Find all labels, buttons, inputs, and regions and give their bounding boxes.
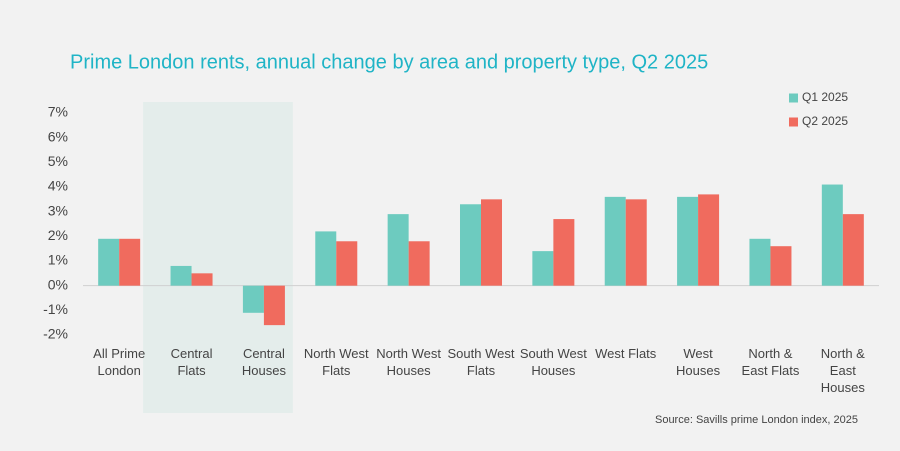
- bar: [842, 214, 864, 286]
- bar: [170, 265, 192, 286]
- y-tick-label: 1%: [48, 252, 68, 268]
- bar: [677, 196, 699, 286]
- legend-label: Q2 2025: [802, 114, 848, 128]
- y-tick-label: 7%: [48, 104, 68, 120]
- legend-swatch: [789, 117, 798, 127]
- bar: [191, 273, 213, 286]
- bar: [749, 238, 771, 286]
- legend-label: Q1 2025: [802, 90, 848, 104]
- x-tick-label: West Flats: [595, 346, 657, 361]
- y-tick-label: 6%: [48, 128, 68, 144]
- x-tick-label: North West Houses: [376, 346, 442, 378]
- bar: [625, 199, 647, 286]
- source-note: Source: Savills prime London index, 2025: [655, 414, 858, 426]
- bar: [460, 204, 481, 286]
- chart-title: Prime London rents, annual change by are…: [70, 51, 708, 73]
- bar: [315, 231, 337, 286]
- bar: [119, 238, 141, 286]
- bar: [408, 241, 430, 286]
- x-tick-label: Central Houses: [241, 346, 286, 378]
- bar: [336, 241, 358, 286]
- bar: [532, 251, 554, 286]
- bar: [387, 214, 409, 286]
- bar: [263, 285, 285, 326]
- legend-swatch: [789, 93, 798, 103]
- x-tick-label: North West Flats: [303, 346, 369, 378]
- x-tick-label: All Prime London: [93, 346, 146, 378]
- y-tick-label: -2%: [43, 326, 68, 342]
- y-tick-label: 0%: [48, 276, 68, 292]
- bar: [481, 199, 502, 286]
- bar: [242, 285, 264, 313]
- x-tick-label: North & East Houses: [820, 346, 865, 395]
- y-tick-label: 2%: [48, 227, 68, 243]
- x-tick-label: North & East Flats: [741, 346, 800, 378]
- y-tick-label: 4%: [48, 178, 68, 194]
- highlight-band: [143, 102, 293, 413]
- x-tick-label: South West Houses: [519, 346, 587, 378]
- x-tick-label: South West Flats: [447, 346, 515, 378]
- bar: [821, 184, 843, 286]
- bar: [770, 246, 792, 286]
- x-tick-label: Central Flats: [170, 346, 213, 378]
- y-tick-label: 5%: [48, 153, 68, 169]
- bar: [553, 219, 575, 286]
- y-tick-label: 3%: [48, 202, 68, 218]
- x-tick-label: West Houses: [676, 346, 721, 378]
- bar: [98, 238, 120, 286]
- bar: [698, 194, 720, 286]
- y-tick-label: -1%: [43, 301, 68, 317]
- bar: [604, 196, 626, 286]
